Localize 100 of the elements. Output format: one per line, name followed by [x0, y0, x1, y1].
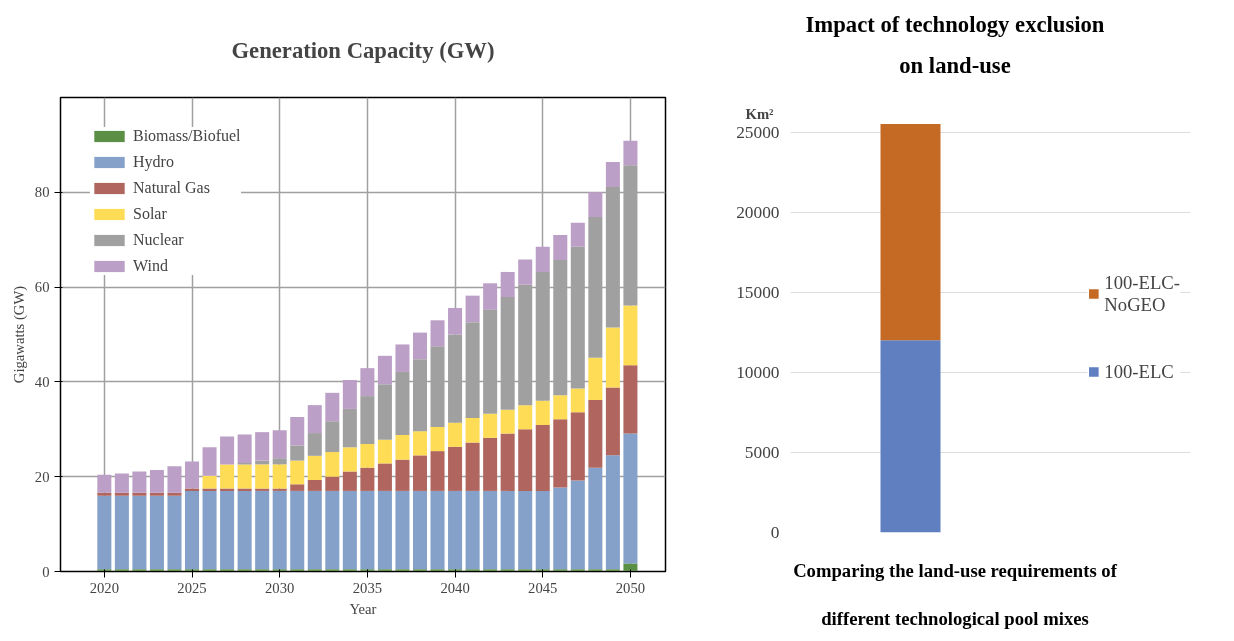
bar — [483, 437, 498, 491]
bar — [255, 432, 270, 461]
bar — [412, 431, 428, 456]
bar — [395, 344, 410, 372]
bar — [395, 434, 410, 460]
bar — [342, 447, 357, 472]
bar — [97, 474, 112, 493]
bar — [255, 464, 270, 489]
bar — [307, 455, 322, 481]
legend-label: Nuclear — [133, 231, 184, 249]
bar — [325, 392, 340, 422]
bar — [377, 384, 392, 440]
bar — [132, 492, 147, 496]
legend-label: 100-ELC-NoGEO — [1104, 271, 1180, 316]
bar — [465, 322, 480, 418]
bar — [448, 490, 463, 570]
bar — [448, 307, 463, 335]
bar — [448, 446, 463, 491]
x-tick-label: 2050 — [615, 579, 646, 596]
y-tick-label: 0 — [770, 522, 780, 542]
bar — [483, 413, 498, 438]
bar — [465, 442, 480, 491]
bar — [360, 368, 375, 397]
bar — [623, 563, 638, 572]
bar — [202, 447, 217, 476]
bar — [623, 433, 638, 564]
bar — [377, 439, 392, 464]
legend-label: 100-ELC — [1104, 360, 1174, 383]
bar — [149, 492, 164, 496]
x-tick-label: 2040 — [440, 579, 470, 596]
bar — [167, 495, 182, 570]
y-tick-label: 80 — [34, 184, 50, 201]
bar — [518, 284, 533, 406]
bar — [325, 452, 340, 477]
bar — [395, 459, 410, 491]
bar — [430, 490, 445, 570]
x-tick-label: 2030 — [265, 579, 295, 596]
bar — [535, 246, 550, 272]
bar — [377, 463, 392, 491]
bar — [395, 371, 410, 435]
bar — [465, 490, 480, 570]
bar — [377, 355, 392, 385]
bar — [518, 490, 533, 570]
bar — [167, 569, 182, 572]
bar — [518, 405, 533, 430]
text: Comparing the land-use requirements of different technological pool mixes — [793, 559, 1117, 630]
bar — [448, 334, 463, 423]
bar — [412, 490, 428, 570]
bar — [202, 475, 217, 489]
bar — [167, 466, 182, 493]
bar — [448, 422, 463, 447]
bar — [535, 271, 550, 401]
bar — [605, 455, 620, 570]
bar — [290, 484, 305, 491]
bar — [220, 436, 235, 465]
x-tick-label: 2020 — [89, 579, 119, 596]
bar — [360, 396, 375, 444]
bar — [623, 365, 638, 434]
bar — [132, 495, 147, 570]
chart-title: Impact of technology exclusion on land-use — [805, 11, 1105, 80]
bar — [570, 246, 585, 389]
bar — [605, 387, 620, 456]
bar — [500, 271, 515, 298]
x-tick-label: 2025 — [177, 579, 207, 596]
bar — [255, 490, 270, 570]
bar — [623, 305, 638, 366]
bar — [553, 419, 568, 488]
bar — [97, 495, 112, 570]
bar — [290, 490, 305, 570]
bar — [97, 492, 112, 496]
y-tick-label: 20 — [34, 468, 50, 485]
bar — [237, 464, 252, 489]
legend-label: Wind — [133, 257, 168, 275]
bar — [535, 425, 550, 491]
bar — [202, 490, 217, 570]
bar — [553, 234, 568, 261]
x-axis-title: Year — [349, 600, 377, 617]
y-tick-label: 40 — [34, 373, 50, 390]
bar — [553, 260, 568, 396]
bar — [237, 490, 252, 570]
y-tick-label: 15000 — [736, 282, 780, 302]
bar — [377, 490, 392, 570]
bar — [360, 490, 375, 570]
y-tick-label: 25000 — [736, 122, 780, 142]
bar — [518, 259, 533, 285]
y-tick-label: 5000 — [744, 442, 780, 462]
bar — [500, 433, 515, 491]
bar — [500, 490, 515, 570]
bar — [185, 490, 200, 570]
bar — [535, 490, 550, 570]
bar — [114, 473, 129, 493]
bar — [518, 429, 533, 491]
bar — [570, 388, 585, 413]
bar — [290, 460, 305, 485]
bar — [290, 445, 305, 461]
bar — [360, 443, 375, 468]
bar — [483, 490, 498, 570]
bar — [325, 421, 340, 453]
bar — [325, 490, 340, 570]
bar — [412, 359, 428, 432]
